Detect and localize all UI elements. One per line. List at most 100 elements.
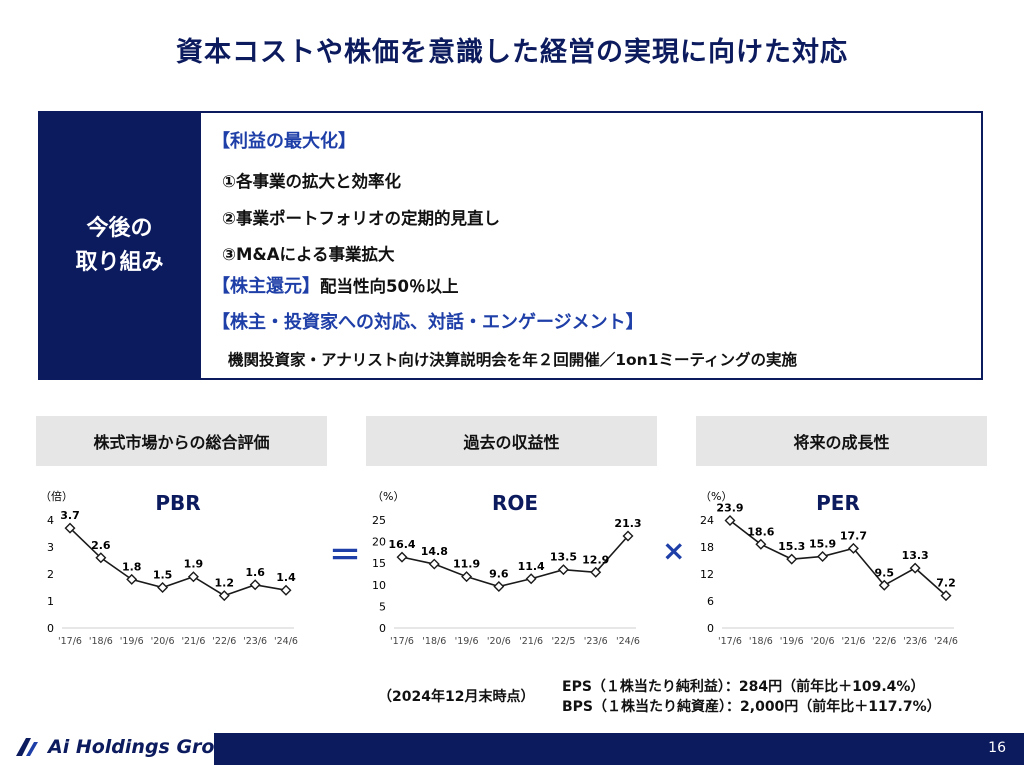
- x-tick-label: '19/6: [120, 636, 144, 647]
- data-label: 13.5: [550, 551, 577, 564]
- data-point: [428, 558, 440, 570]
- heading-engagement: 【株主・投資家への対応、対話・エンゲージメント】: [212, 312, 644, 333]
- y-tick-label: 18: [700, 541, 714, 554]
- data-label: 15.3: [778, 540, 805, 553]
- data-label: 1.4: [276, 571, 296, 584]
- data-label: 18.6: [747, 525, 774, 538]
- unit-label: （倍）: [40, 489, 73, 503]
- company-logo: Ai Holdings Group: [14, 736, 242, 758]
- x-tick-label: '23/6: [584, 636, 608, 647]
- data-point: [525, 573, 537, 585]
- data-point: [218, 590, 230, 602]
- data-label: 1.8: [122, 560, 142, 573]
- y-tick-label: 4: [47, 514, 54, 527]
- data-label: 11.4: [518, 560, 545, 573]
- y-tick-label: 0: [379, 622, 386, 635]
- data-point: [95, 552, 107, 564]
- data-point: [786, 553, 798, 565]
- x-tick-label: '20/6: [487, 636, 511, 647]
- item-3: ③M&Aによる事業拡大: [222, 245, 395, 264]
- header-past-profitability: 過去の収益性: [366, 416, 657, 466]
- x-tick-label: '23/6: [243, 636, 267, 647]
- data-point: [755, 538, 767, 550]
- x-tick-label: '19/6: [455, 636, 479, 647]
- per-chart: （%） PER 0 6 12 18 24 '17/6 '18/6 '19/6 '20/6 '21/6 '…: [700, 490, 958, 647]
- y-tick-label: 10: [372, 579, 386, 592]
- x-tick-label: '17/6: [58, 636, 82, 647]
- times-sign: ×: [662, 534, 686, 567]
- data-point: [909, 562, 921, 574]
- chart-title: PBR: [155, 491, 200, 515]
- x-tick-label: '21/6: [841, 636, 865, 647]
- data-point: [847, 542, 859, 554]
- roe-chart: （%） ROE 0 5 10 15 20 25 '17/6 '18/6 '19/6 '20/6 '21/…: [372, 490, 642, 647]
- y-tick-label: 24: [700, 514, 714, 527]
- series-line: [729, 519, 947, 597]
- x-tick-label: '22/6: [212, 636, 236, 647]
- initiatives-label-line2: 取り組み: [75, 249, 164, 275]
- data-point: [493, 581, 505, 593]
- data-label: 9.6: [489, 568, 509, 581]
- logo-text: Ai Holdings Group: [48, 736, 242, 758]
- header-market-evaluation: 株式市場からの総合評価: [36, 416, 327, 466]
- initiatives-label-line1: 今後の: [86, 215, 153, 241]
- data-label: 13.3: [902, 549, 929, 562]
- pbr-chart: （倍） PBR 0 1 2 3 4 '17/6 '18/6 '19/6 '20/6 '21/6 '22/…: [40, 489, 298, 647]
- x-tick-label: '18/6: [749, 636, 773, 647]
- chart-title: PER: [816, 491, 860, 515]
- x-tick-label: '24/6: [934, 636, 958, 647]
- data-label: 3.7: [60, 509, 80, 522]
- item-4: 機関投資家・アナリスト向け決算説明会を年２回開催／1on1ミーティングの実施: [228, 351, 798, 369]
- y-tick-label: 1: [47, 595, 54, 608]
- data-point: [557, 564, 569, 576]
- page-title: 資本コストや株価を意識した経営の実現に向けた対応: [176, 37, 848, 68]
- data-point: [878, 579, 890, 591]
- y-tick-label: 6: [707, 595, 714, 608]
- x-tick-label: '17/6: [390, 636, 414, 647]
- data-point: [817, 550, 829, 562]
- x-tick-label: '22/5: [551, 636, 575, 647]
- x-tick-label: '20/6: [151, 636, 175, 647]
- data-point: [622, 530, 634, 542]
- y-tick-label: 2: [47, 568, 54, 581]
- y-tick-label: 0: [47, 622, 54, 635]
- data-point: [126, 573, 138, 585]
- y-tick-label: 3: [47, 541, 54, 554]
- payout-ratio-text: 配当性向50％以上: [320, 277, 459, 296]
- eps-note: EPS（１株当たり純利益）：284円（前年比＋109.4%）: [562, 679, 925, 695]
- x-tick-label: '21/6: [519, 636, 543, 647]
- data-label: 17.7: [840, 529, 867, 542]
- y-tick-label: 12: [700, 568, 714, 581]
- data-label: 21.3: [614, 517, 641, 530]
- data-label: 11.9: [453, 558, 480, 571]
- data-label: 2.6: [91, 539, 111, 552]
- x-tick-label: '19/6: [780, 636, 804, 647]
- item-2: ②事業ポートフォリオの定期的見直し: [222, 209, 500, 228]
- equals-sign: ＝: [329, 536, 362, 574]
- data-point: [590, 566, 602, 578]
- data-label: 9.5: [875, 566, 895, 579]
- data-point: [249, 579, 261, 591]
- x-tick-label: '18/6: [89, 636, 113, 647]
- x-tick-label: '24/6: [274, 636, 298, 647]
- data-label: 1.9: [184, 558, 204, 571]
- data-label: 1.5: [153, 569, 173, 582]
- heading-shareholder-return: 【株主還元】: [212, 276, 320, 297]
- data-label: 14.8: [421, 545, 448, 558]
- y-tick-label: 25: [372, 514, 386, 527]
- data-point: [396, 551, 408, 563]
- x-tick-label: '21/6: [181, 636, 205, 647]
- data-point: [461, 571, 473, 583]
- data-point: [187, 571, 199, 583]
- data-label: 23.9: [716, 501, 743, 514]
- unit-label: （%）: [700, 490, 732, 503]
- x-tick-label: '24/6: [616, 636, 640, 647]
- data-label: 1.6: [245, 566, 265, 579]
- x-tick-label: '17/6: [718, 636, 742, 647]
- y-tick-label: 15: [372, 557, 386, 570]
- series-line: [69, 527, 287, 597]
- x-tick-label: '23/6: [903, 636, 927, 647]
- as-of-date: （2024年12月末時点）: [378, 689, 535, 705]
- y-tick-label: 0: [707, 622, 714, 635]
- data-point: [64, 522, 76, 534]
